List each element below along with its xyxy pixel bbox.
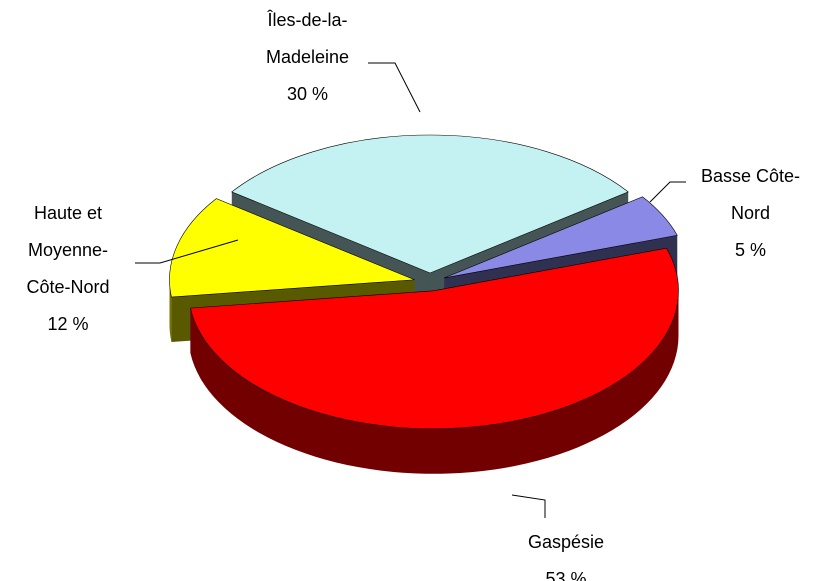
slice-top — [444, 196, 678, 279]
slices — [169, 134, 679, 474]
leader-line — [511, 494, 546, 518]
category-label: Basse Côte-Nord — [700, 166, 801, 223]
value-label: 53 % — [545, 569, 587, 581]
category-label: Haute et Moyenne-Côte-Nord — [26, 203, 110, 297]
leader-line — [368, 62, 421, 113]
category-label: Îles-de-la-Madeleine — [265, 10, 350, 67]
value-label: 12 % — [47, 314, 89, 334]
slice-label: Basse Côte-Nord 5 % — [688, 158, 813, 269]
slice-top — [169, 198, 415, 298]
leader-line — [649, 181, 686, 203]
slice-top — [231, 134, 629, 274]
slice — [190, 247, 679, 474]
leader-line — [135, 239, 239, 264]
slice-label: Haute et Moyenne-Côte-Nord 12 % — [18, 195, 118, 343]
value-label: 5 % — [734, 240, 767, 260]
slice-side — [190, 290, 679, 474]
category-label: Gaspésie — [527, 532, 605, 552]
slice-top — [190, 247, 679, 430]
slice-label: Îles-de-la-Madeleine 30 % — [250, 2, 365, 113]
slice-label: Gaspésie 53 % — [506, 524, 626, 581]
value-label: 30 % — [286, 84, 329, 104]
